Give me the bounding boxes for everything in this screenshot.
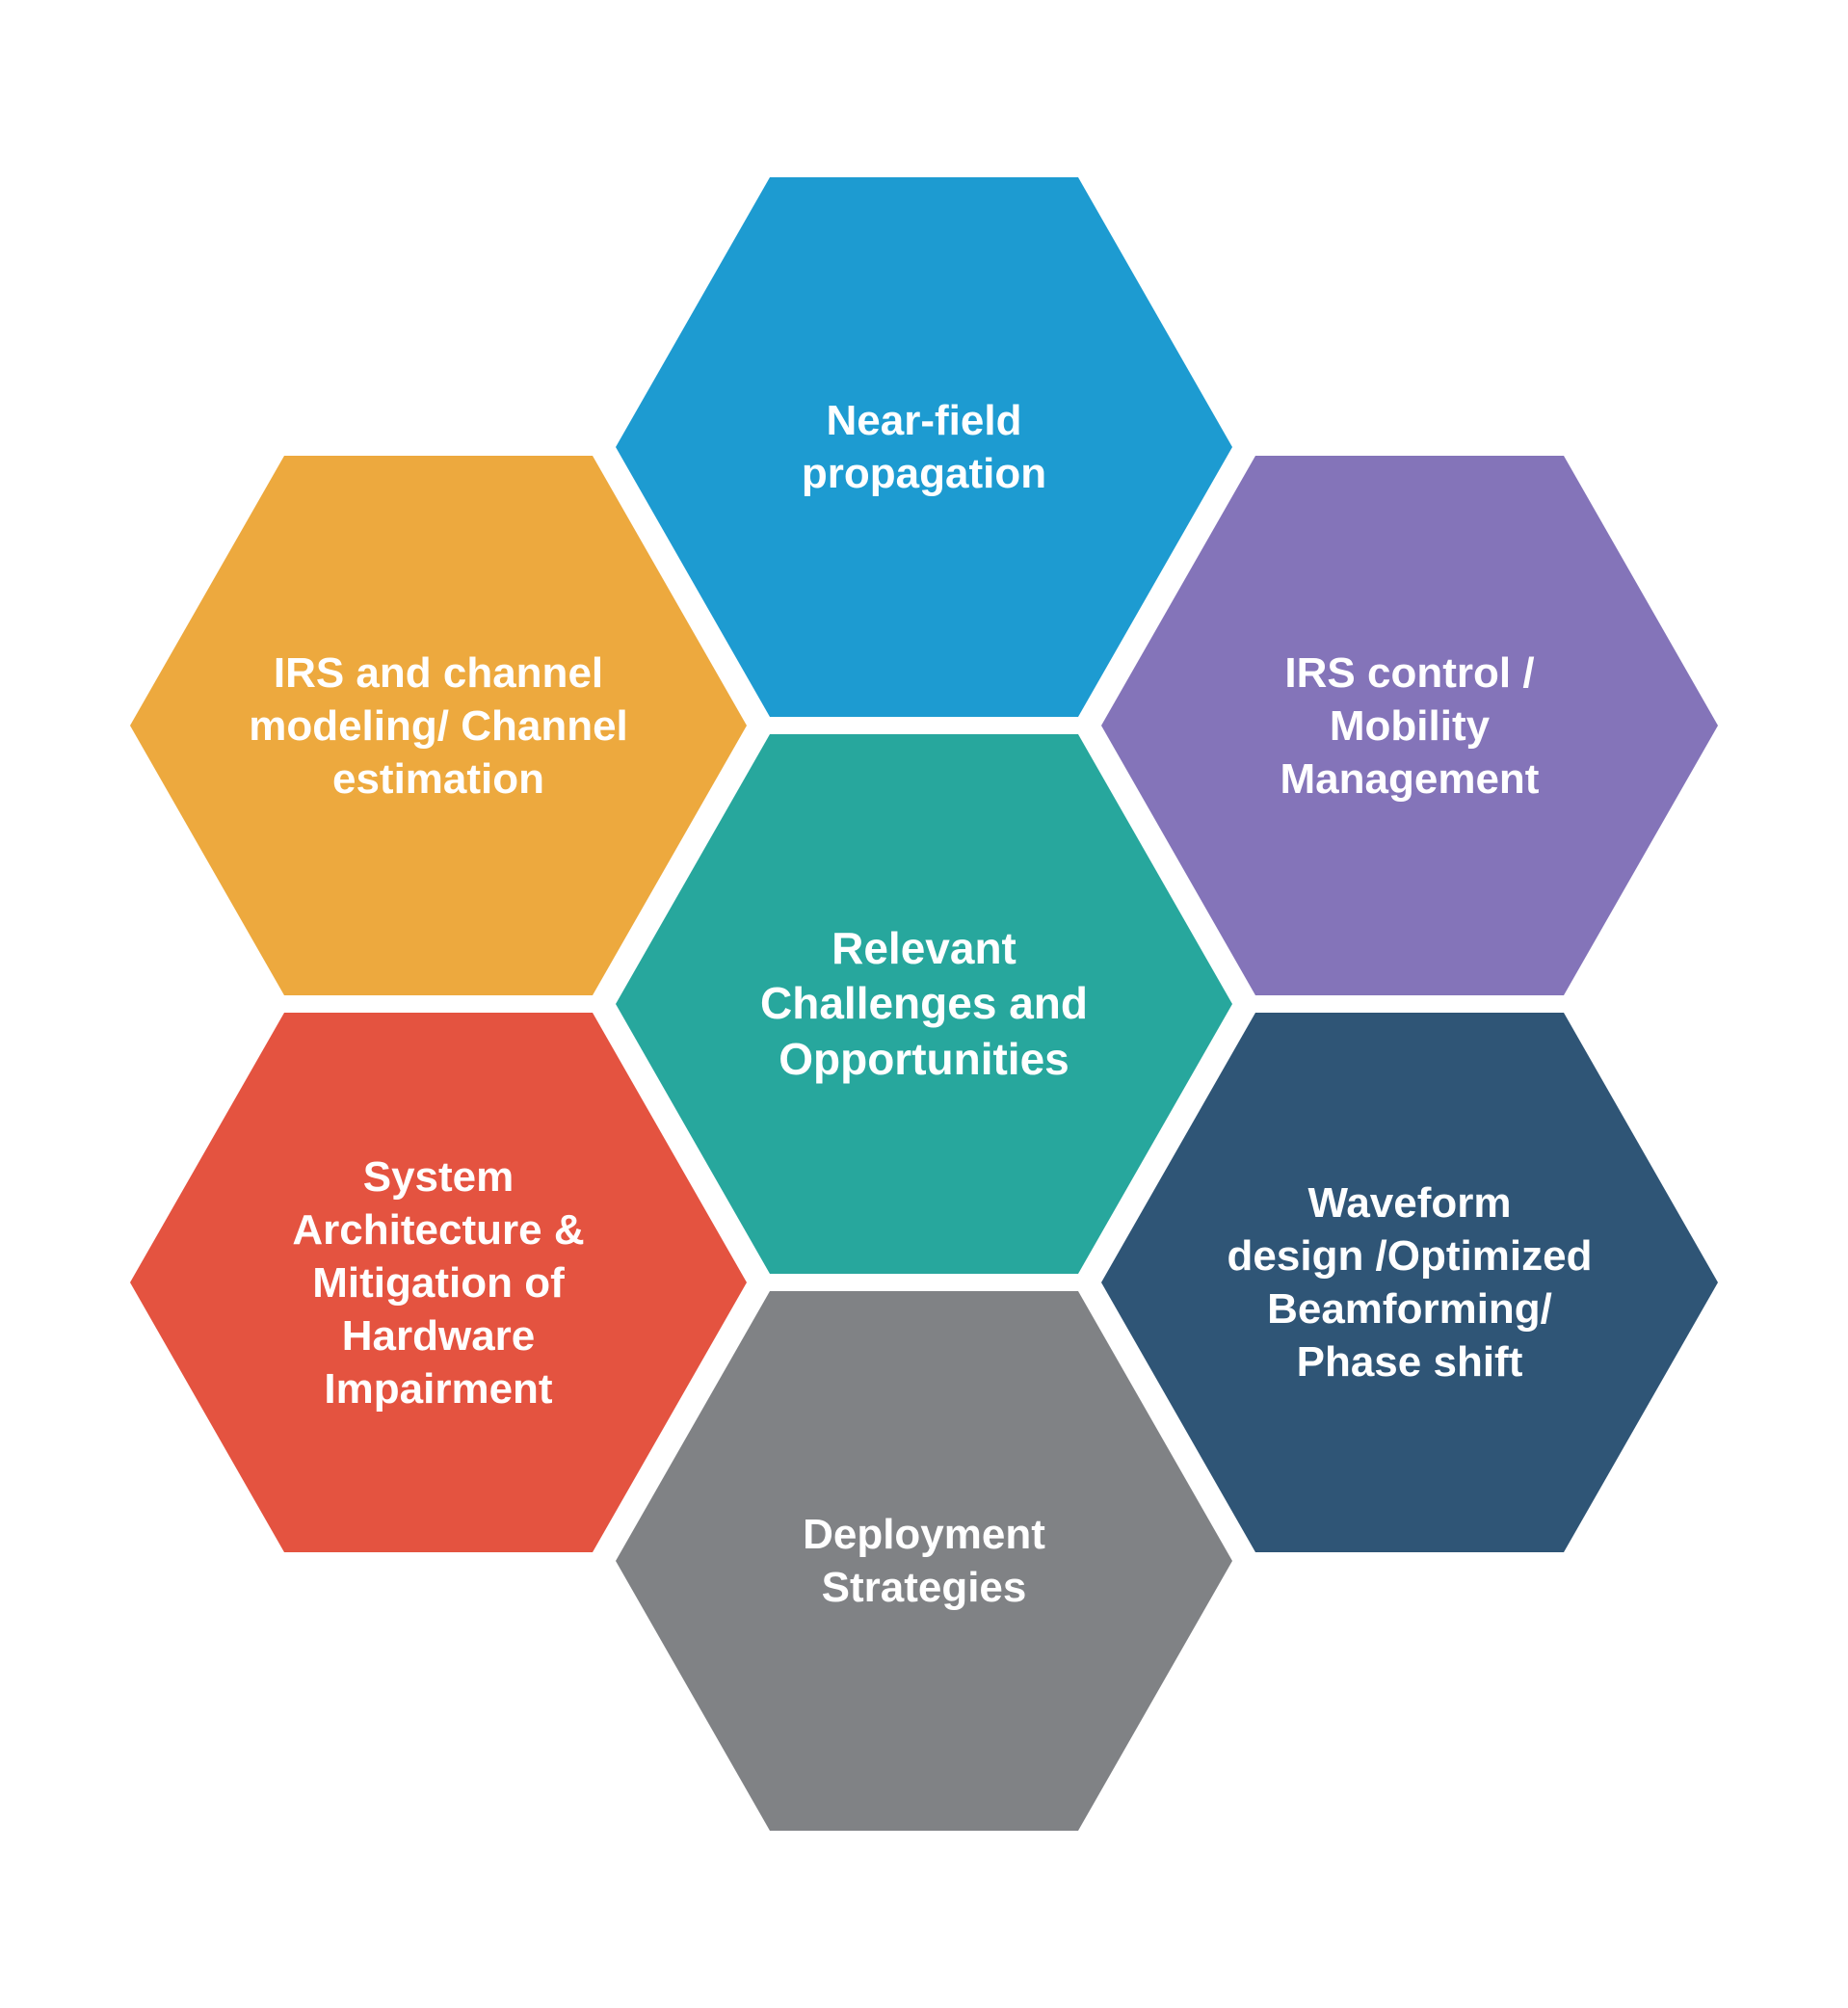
hex-top-left: IRS and channel modeling/ Channel estima… <box>130 456 747 995</box>
hex-bottom-right-label: Waveform design /Optimized Beamforming/ … <box>1228 1176 1593 1388</box>
hex-top-right: IRS control / Mobility Management <box>1101 456 1718 995</box>
hex-bottom-left-label: System Architecture & Mitigation of Hard… <box>292 1150 584 1415</box>
hex-top-label: Near-field propagation <box>802 394 1046 500</box>
hex-top-right-label: IRS control / Mobility Management <box>1280 647 1540 806</box>
hex-top-left-label: IRS and channel modeling/ Channel estima… <box>249 647 628 806</box>
hex-center: Relevant Challenges and Opportunities <box>616 734 1232 1274</box>
diagram-canvas: Near-field propagation IRS control / Mob… <box>0 0 1848 2008</box>
hex-top: Near-field propagation <box>616 177 1232 717</box>
hex-bottom-right: Waveform design /Optimized Beamforming/ … <box>1101 1013 1718 1552</box>
hex-bottom-left: System Architecture & Mitigation of Hard… <box>130 1013 747 1552</box>
hex-bottom: Deployment Strategies <box>616 1291 1232 1831</box>
hex-bottom-label: Deployment Strategies <box>803 1508 1045 1614</box>
hex-center-label: Relevant Challenges and Opportunities <box>760 921 1088 1088</box>
